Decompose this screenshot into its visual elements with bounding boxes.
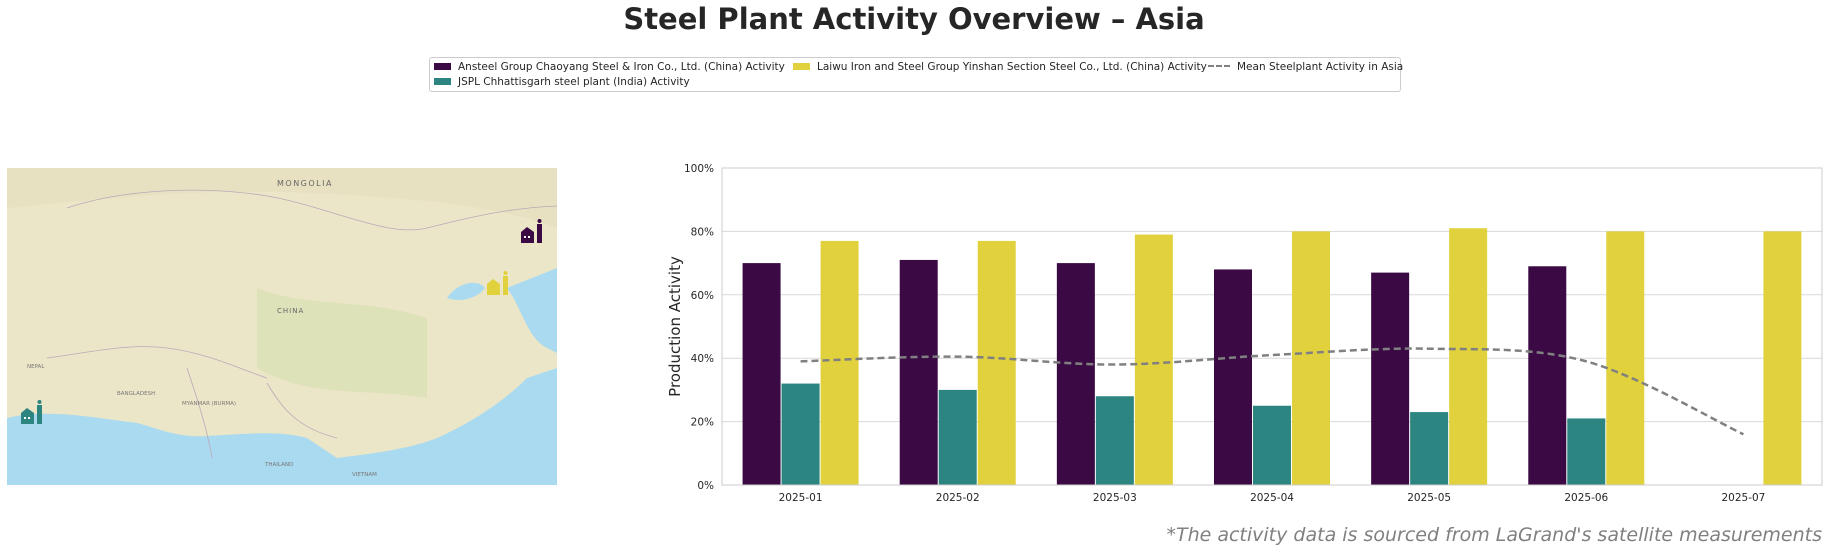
plot-frame <box>721 167 1823 486</box>
x-tick-label: 2025-04 <box>1250 492 1294 504</box>
bar-1-2025-02 <box>938 389 977 485</box>
bar-0-2025-01 <box>742 263 781 485</box>
bar-2-2025-01 <box>820 240 859 485</box>
map-sea <box>7 368 557 485</box>
legend-label-mean: Mean Steelplant Activity in Asia <box>1237 61 1404 73</box>
map-green-region <box>257 288 427 398</box>
y-tick-label: 0% <box>697 480 714 492</box>
bar-2-2025-06 <box>1606 231 1645 485</box>
map-label-mongolia: MONGOLIA <box>277 179 333 188</box>
y-tick-label: 60% <box>691 290 714 302</box>
chart-svg: 0% 20% 40% 60% 80% 100% 2025-01 2025-02 2025-03 2… <box>666 163 1823 504</box>
map-borders <box>46 189 557 459</box>
bar-1-2025-05 <box>1410 412 1449 485</box>
legend-swatch-jspl <box>434 77 451 85</box>
bar-layer <box>742 228 1802 485</box>
map-label-vietnam: VIETNAM <box>352 472 377 478</box>
legend-item-mean: Mean Steelplant Activity in Asia <box>1208 60 1403 75</box>
bar-1-2025-01 <box>781 383 820 485</box>
map-label-nepal: NEPAL <box>27 364 45 370</box>
map-bohai <box>447 282 485 300</box>
map-east-sea <box>507 268 557 353</box>
map-label-thailand: THAILAND <box>264 462 293 468</box>
y-tick-label: 40% <box>691 353 714 365</box>
legend-item-ansteel: Ansteel Group Chaoyang Steel & Iron Co.,… <box>434 60 785 75</box>
map-label-myanmar: MYANMAR (BURMA) <box>182 401 236 407</box>
bar-0-2025-05 <box>1371 272 1410 485</box>
bar-1-2025-06 <box>1567 418 1606 485</box>
bar-0-2025-06 <box>1528 266 1567 485</box>
bar-2-2025-03 <box>1134 234 1173 485</box>
legend: Ansteel Group Chaoyang Steel & Iron Co.,… <box>429 57 1403 92</box>
map-label-bangladesh: BANGLADESH <box>117 391 155 397</box>
y-tick-label: 100% <box>684 163 714 175</box>
x-tick-label: 2025-06 <box>1564 492 1608 504</box>
y-tick-label: 80% <box>691 226 714 238</box>
map-label-china: CHINA <box>277 307 304 315</box>
axis-layer: 0% 20% 40% 60% 80% 100% 2025-01 2025-02 2025-03 2… <box>684 163 1823 504</box>
bar-2-2025-02 <box>977 240 1016 485</box>
line-layer <box>800 347 1744 436</box>
factory-marker-ansteel-icon <box>521 219 542 243</box>
asia-map: MONGOLIA CHINA MYANMAR (BURMA) BANGLADES… <box>7 168 557 485</box>
x-tick-label: 2025-02 <box>936 492 980 504</box>
bar-2-2025-05 <box>1449 228 1488 485</box>
footnote: *The activity data is sourced from LaGra… <box>1166 524 1822 546</box>
x-tick-label: 2025-07 <box>1721 492 1765 504</box>
activity-chart: 0% 20% 40% 60% 80% 100% 2025-01 2025-02 2025-03 2… <box>660 160 1828 520</box>
legend-label-jspl: JSPL Chhattisgarh steel plant (India) Ac… <box>458 76 690 88</box>
y-axis-label: Production Activity <box>666 256 684 397</box>
legend-label-laiwu: Laiwu Iron and Steel Group Yinshan Secti… <box>817 61 1207 73</box>
mean-activity-line <box>800 347 1744 436</box>
chart-title: Steel Plant Activity Overview – Asia <box>623 2 1205 36</box>
x-tick-label: 2025-01 <box>779 492 823 504</box>
factory-marker-laiwu-icon <box>487 271 508 295</box>
bar-0-2025-04 <box>1214 269 1252 485</box>
legend-swatch-laiwu <box>793 62 810 70</box>
legend-swatch-ansteel <box>434 62 451 70</box>
legend-dash-mean <box>1208 65 1230 67</box>
x-tick-label: 2025-03 <box>1093 492 1137 504</box>
bar-1-2025-04 <box>1253 405 1291 485</box>
bar-1-2025-03 <box>1095 396 1134 485</box>
map-north-region <box>7 168 557 228</box>
map-svg: MONGOLIA CHINA MYANMAR (BURMA) BANGLADES… <box>7 168 557 485</box>
x-tick-label: 2025-05 <box>1407 492 1451 504</box>
factory-marker-jspl-icon <box>21 400 42 424</box>
y-tick-label: 20% <box>691 417 714 429</box>
legend-item-laiwu: Laiwu Iron and Steel Group Yinshan Secti… <box>793 60 1207 75</box>
bar-2-2025-04 <box>1292 231 1330 485</box>
bar-0-2025-02 <box>899 259 938 485</box>
legend-item-jspl: JSPL Chhattisgarh steel plant (India) Ac… <box>434 75 690 90</box>
bar-2-2025-07 <box>1763 231 1802 485</box>
legend-label-ansteel: Ansteel Group Chaoyang Steel & Iron Co.,… <box>458 61 785 73</box>
bar-0-2025-03 <box>1056 263 1095 485</box>
